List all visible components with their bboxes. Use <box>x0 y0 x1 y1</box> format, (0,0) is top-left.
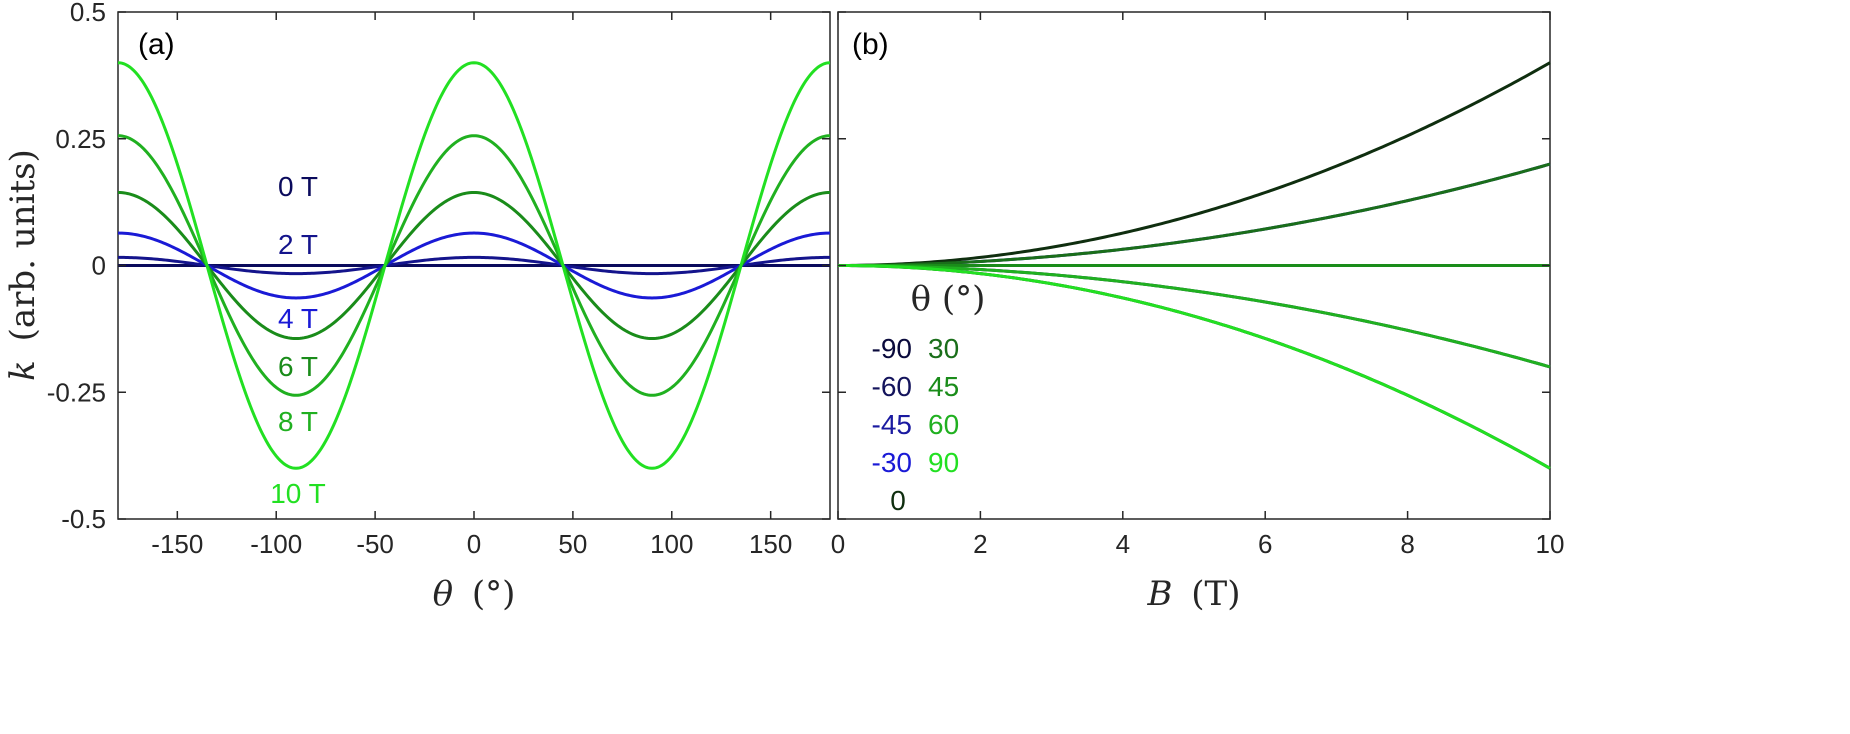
legend-entry-0: 0 <box>890 485 906 516</box>
series-line-theta-30 <box>838 162 1551 267</box>
x-tick-label: 8 <box>1400 529 1414 559</box>
x-tick-label: 2 <box>973 529 987 559</box>
legend-entry--90: -90 <box>872 333 912 364</box>
y-tick-label: 0 <box>92 251 106 281</box>
panel-b-x-axis-symbol: B <box>1146 574 1172 614</box>
panel-a-y-axis-symbol: k <box>3 360 43 381</box>
legend-title: θ (°) <box>911 279 986 319</box>
legend-entry-45: 45 <box>928 371 959 402</box>
panel-a-x-ticks: -150 -100 -50 0 50 100 150 <box>151 12 792 559</box>
field-label-2t: 2 T <box>278 229 318 260</box>
panel-a-field-annotations: 0 T 2 T 4 T 6 T 8 T 10 T <box>270 171 326 509</box>
legend-entry-30: 30 <box>928 333 959 364</box>
x-tick-label: 100 <box>650 529 693 559</box>
panel-b-x-ticks: 0 2 4 6 8 10 <box>831 12 1565 559</box>
x-tick-label: 0 <box>831 529 845 559</box>
panel-b-series-group <box>837 61 1551 470</box>
field-label-10t: 10 T <box>270 478 326 509</box>
series-line-6t <box>117 190 831 341</box>
series-line-theta-60 <box>838 264 1551 369</box>
panel-a-series-group <box>117 61 831 470</box>
series-line-theta-90 <box>837 264 1551 470</box>
panel-a-y-axis-unit: (arb. units) <box>3 149 43 341</box>
legend-entry--30: -30 <box>872 447 912 478</box>
panel-a-y-axis-label: k (arb. units) <box>3 149 43 381</box>
panel-b-legend: -90 -60 -45 -30 0 30 45 60 90 <box>872 333 960 516</box>
panel-a-x-axis-symbol: θ <box>433 574 453 614</box>
panel-a-x-axis-unit: (°) <box>472 574 516 614</box>
series-line-2t <box>118 255 830 276</box>
legend-entry-60: 60 <box>928 409 959 440</box>
x-tick-label: 6 <box>1258 529 1272 559</box>
series-line-8t <box>117 134 831 397</box>
y-tick-label: 0.25 <box>55 124 106 154</box>
series-line-4t <box>117 231 831 300</box>
x-tick-label: 50 <box>558 529 587 559</box>
x-tick-label: -100 <box>250 529 302 559</box>
x-tick-label: 150 <box>749 529 792 559</box>
series-line-10t <box>117 61 831 470</box>
y-tick-label: 0.5 <box>70 0 106 27</box>
panel-a-label: (a) <box>138 28 175 61</box>
panel-b-y-ticks <box>838 11 1550 520</box>
field-label-6t: 6 T <box>278 351 318 382</box>
panel-a-x-axis-label: θ (°) <box>433 574 516 614</box>
panel-b: 0 2 4 6 8 10 (b) θ (°) -90-60-45-30030456090 … <box>831 11 1565 614</box>
x-tick-label: -50 <box>356 529 394 559</box>
x-tick-label: 10 <box>1536 529 1565 559</box>
panel-b-label: (b) <box>852 28 889 61</box>
x-tick-label: -150 <box>151 529 203 559</box>
field-label-4t: 4 T <box>278 303 318 334</box>
panel-a-y-ticks: -0.5 -0.25 0 0.25 0.5 <box>47 0 830 534</box>
y-tick-label: -0.25 <box>47 377 106 407</box>
legend-title-text: θ (°) <box>911 279 986 319</box>
field-label-8t: 8 T <box>278 406 318 437</box>
x-tick-label: 0 <box>467 529 481 559</box>
legend-entry-90: 90 <box>928 447 959 478</box>
y-tick-label: -0.5 <box>61 504 106 534</box>
legend-entry--60: -60 <box>872 371 912 402</box>
panel-b-x-axis-label: B (T) <box>1146 574 1240 614</box>
panel-b-x-axis-unit: (T) <box>1191 574 1240 614</box>
panel-a: -150 -100 -50 0 50 100 150 -0.5 -0.25 0 0.25 0.5 (… <box>3 0 831 614</box>
field-label-0t: 0 T <box>278 171 318 202</box>
legend-entry--45: -45 <box>872 409 912 440</box>
series-line-theta-0 <box>837 61 1551 267</box>
x-tick-label: 4 <box>1116 529 1130 559</box>
